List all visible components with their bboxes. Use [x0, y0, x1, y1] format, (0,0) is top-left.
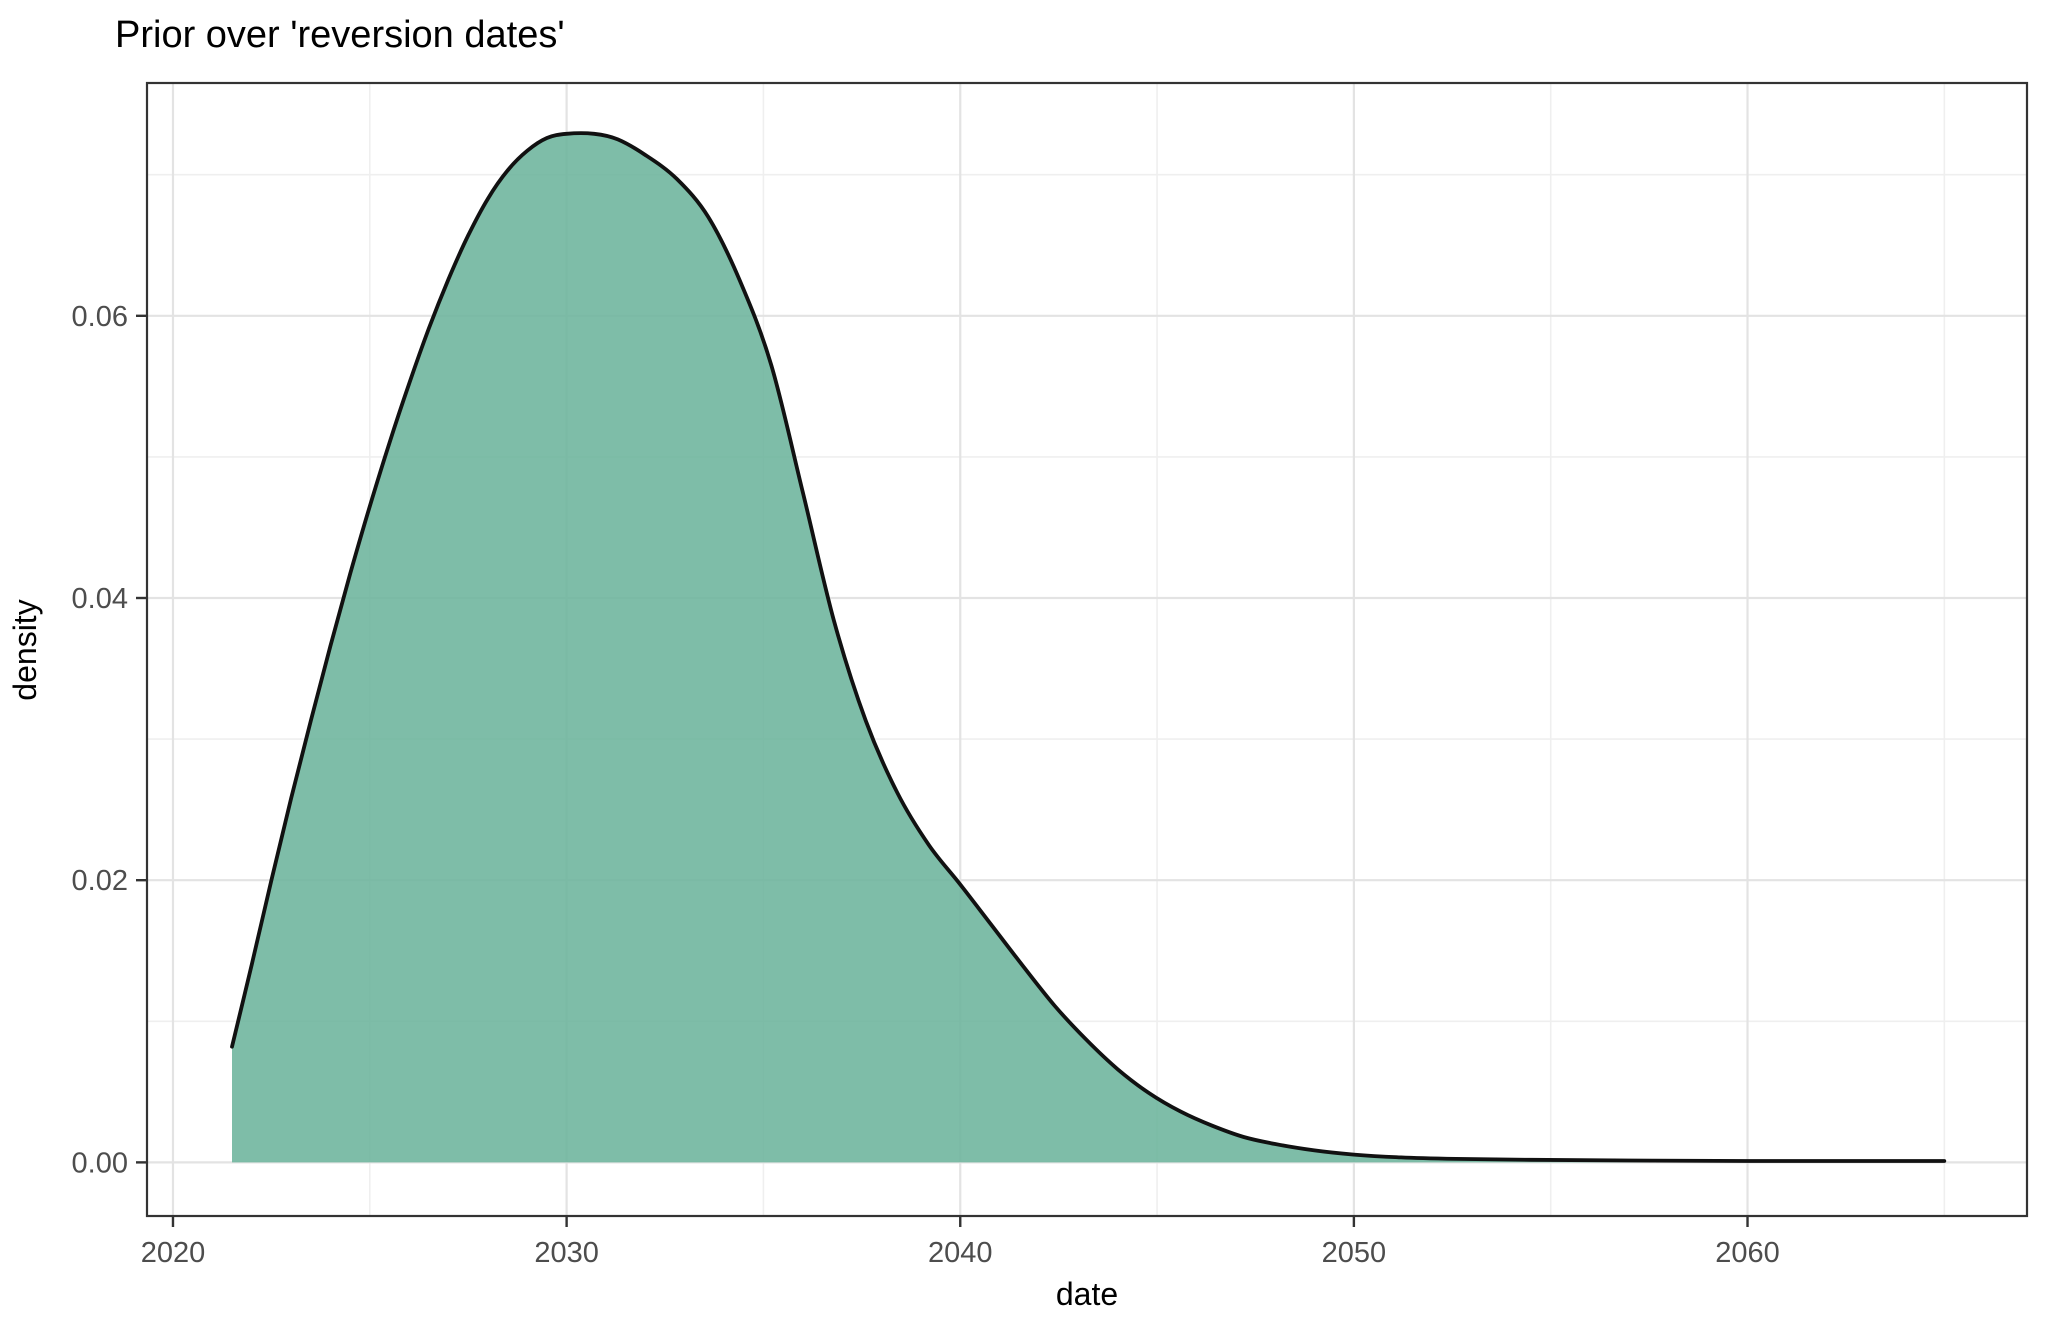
density-area-fill [232, 133, 1945, 1163]
y-tick-label: 0.04 [72, 583, 128, 615]
x-tick-labels: 2020 2030 2040 2050 2060 [141, 1237, 1780, 1269]
panel-border [145, 81, 2029, 1218]
y-axis-title: density [7, 599, 43, 700]
x-tick-label: 2050 [1322, 1237, 1387, 1269]
x-tick-label: 2040 [928, 1237, 993, 1269]
x-axis-title: date [1056, 1276, 1118, 1312]
y-tick-label: 0.00 [72, 1147, 128, 1179]
y-tick-label: 0.06 [72, 301, 128, 333]
y-tick-labels: 0.00 0.02 0.04 0.06 [72, 301, 128, 1180]
chart-title: Prior over 'reversion dates' [115, 14, 565, 56]
density-curve-line [230, 131, 1947, 1163]
axis-ticks [136, 314, 1749, 1227]
x-tick-label: 2030 [534, 1237, 599, 1269]
y-tick-label: 0.02 [72, 865, 128, 897]
x-tick-label: 2060 [1715, 1237, 1780, 1269]
x-tick-label: 2020 [141, 1237, 206, 1269]
